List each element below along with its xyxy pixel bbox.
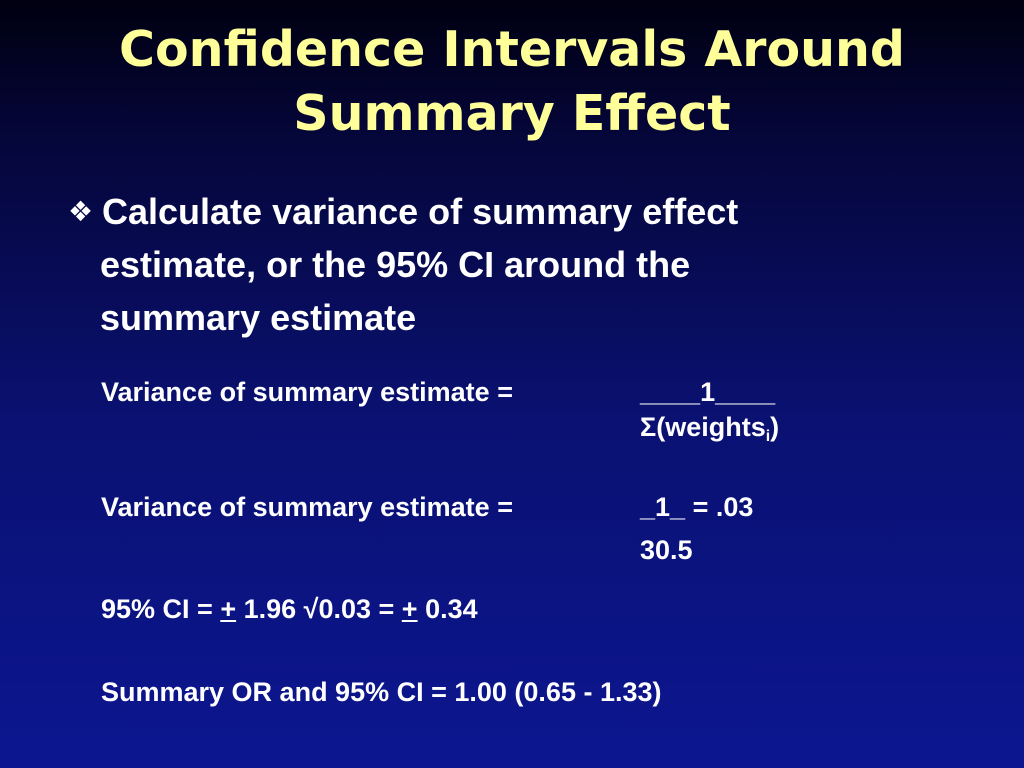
confidence-interval-line: 95% CI = + 1.96 √0.03 = + 0.34 — [101, 593, 478, 625]
diamond-bullet-icon: ❖ — [68, 196, 94, 227]
title-line-2: Summary Effect — [293, 85, 731, 142]
bullet-line-2: estimate, or the 95% CI around the — [100, 244, 691, 285]
formula-1-denominator-main: Σ(weights — [640, 412, 766, 442]
formula-2-result: = .03 — [685, 492, 754, 522]
formula-2-denominator: 30.5 — [640, 535, 693, 565]
ci-prefix: 95% CI = — [101, 594, 221, 624]
formula-2-label: Variance of summary estimate = — [101, 492, 513, 522]
ci-suffix: 0.34 — [417, 594, 478, 624]
ci-middle: 1.96 √0.03 = — [236, 594, 402, 624]
bullet-line-3: summary estimate — [100, 297, 417, 338]
ci-plus-minus-1: + — [220, 594, 237, 624]
formula-1-denominator: Σ(weightsi) — [640, 411, 779, 453]
formula-1-denominator-close: ) — [770, 412, 780, 442]
bullet-point: ❖ Calculate variance of summary effect es… — [68, 185, 968, 344]
bullet-line-1-text: Calculate variance of summary effect — [102, 191, 739, 232]
formula-1-denominator-sub: i — [765, 428, 771, 445]
title-line-1: Confidence Intervals Around — [119, 21, 905, 78]
formula-1-label: Variance of summary estimate = — [101, 377, 513, 407]
slide-title: Confidence Intervals Around Summary Effe… — [0, 18, 1024, 146]
formula-2-numerator: _1_ = .03 — [640, 491, 753, 523]
summary-or-line: Summary OR and 95% CI = 1.00 (0.65 - 1.3… — [101, 677, 662, 707]
formula-1-numerator: ____1____ — [640, 377, 776, 407]
formula-2-numerator-value: _1_ — [640, 492, 686, 522]
bullet-line-1: ❖ Calculate variance of summary effect — [68, 185, 968, 238]
ci-plus-minus-2: + — [401, 594, 418, 624]
